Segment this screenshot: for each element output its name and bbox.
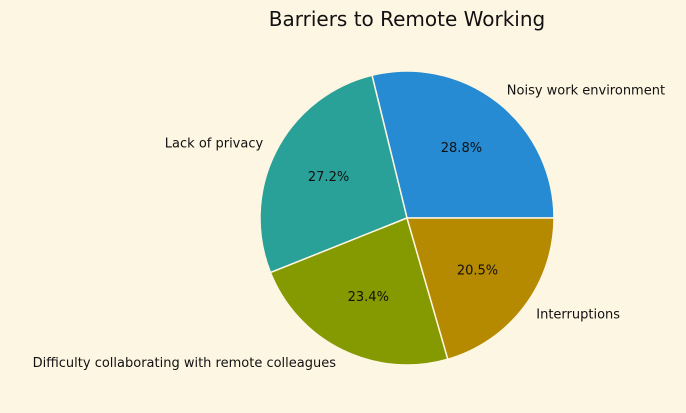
- percent-label-lack-of-privacy: 27.2%: [308, 170, 349, 185]
- category-labels: Noisy work environment Lack of privacy Dif…: [33, 83, 665, 371]
- category-label-difficulty-collaborating-with-remote-colleagues: Difficulty collaborating with remote col…: [33, 356, 337, 371]
- chart-title: Barriers to Remote Working: [269, 7, 545, 31]
- percent-label-noisy-work-environment: 28.8%: [441, 141, 482, 156]
- category-label-interruptions: Interruptions: [536, 308, 620, 323]
- percent-label-difficulty-collaborating-with-remote-colleagues: 23.4%: [348, 290, 389, 305]
- pie-slice-lack-of-privacy: [259, 74, 408, 274]
- category-label-noisy-work-environment: Noisy work environment: [507, 83, 665, 98]
- pie-slice-difficulty-collaborating-with-remote-colleagues: [269, 216, 449, 366]
- percent-label-interruptions: 20.5%: [457, 264, 498, 279]
- category-label-lack-of-privacy: Lack of privacy: [165, 137, 264, 152]
- percent-labels: 28.8% 27.2% 23.4% 20.5%: [308, 141, 498, 305]
- pie-slices: [259, 70, 555, 366]
- pie-slice-noisy-work-environment: [371, 70, 555, 219]
- pie-slice-interruptions: [406, 217, 555, 361]
